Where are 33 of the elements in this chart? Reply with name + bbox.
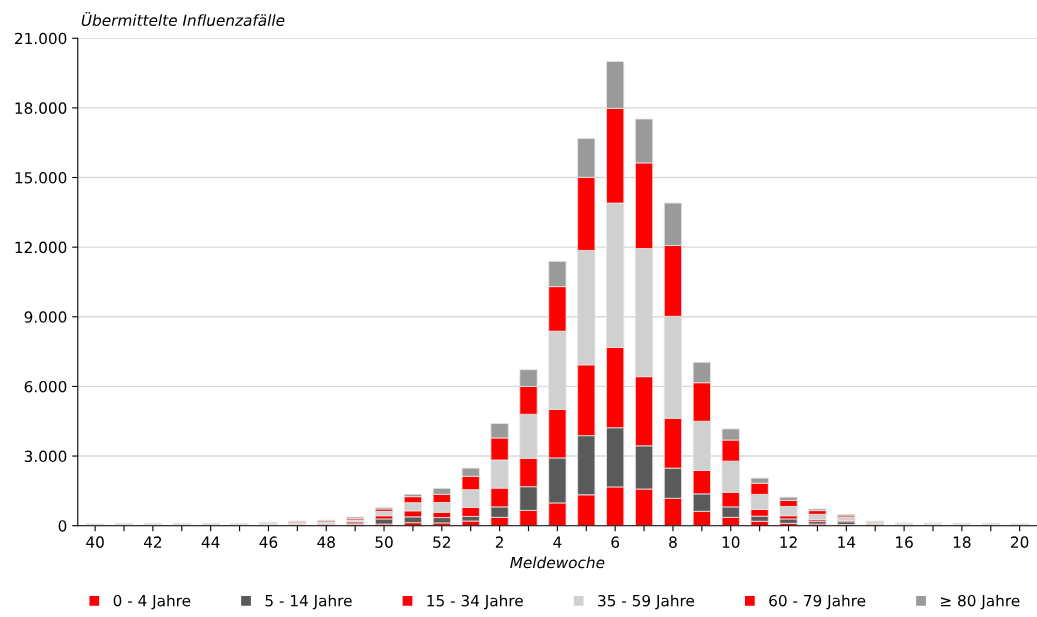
x-tick-label: 8 [669, 536, 677, 548]
y-tick-label: 15.000 [15, 171, 67, 184]
legend-label: 60 - 79 Jahre [769, 594, 866, 610]
x-axis-title: Meldewoche [510, 556, 605, 569]
x-tick-label: 52 [433, 536, 451, 548]
x-tick-label: 16 [896, 536, 913, 548]
y-tick-label: 18.000 [15, 102, 67, 114]
x-tick-label: 46 [259, 536, 278, 548]
legend-label: 15 - 34 Jahre [427, 594, 523, 610]
x-tick-label: 6 [611, 536, 620, 548]
x-tick-label: 2 [495, 536, 503, 548]
x-tick-label: 40 [86, 536, 104, 548]
x-tick-label: 42 [143, 536, 162, 548]
x-tick-label: 14 [838, 536, 856, 548]
x-tick-label: 18 [953, 536, 971, 548]
x-tick-label: 20 [1011, 536, 1029, 548]
y-tick-label: 21.000 [15, 32, 67, 45]
x-tick-label: 12 [780, 536, 797, 548]
y-tick-label: 0 [58, 520, 67, 532]
y-axis-title: Übermittelte Influenzafälle [81, 11, 285, 27]
y-tick-label: 12.000 [15, 241, 67, 254]
legend-label: 0 - 4 Jahre [113, 594, 191, 610]
y-tick-label: 9.000 [24, 311, 67, 323]
legend-label: 35 - 59 Jahre [598, 594, 695, 610]
legend-label: ≥ 80 Jahre [940, 594, 1020, 610]
x-tick-label: 4 [553, 536, 562, 548]
x-tick-label: 48 [317, 536, 335, 548]
x-tick-label: 10 [722, 536, 740, 548]
x-tick-label: 50 [375, 536, 393, 548]
x-tick-label: 44 [201, 536, 220, 548]
y-tick-label: 6.000 [24, 380, 67, 393]
legend-label: 5 - 14 Jahre [265, 594, 352, 610]
y-tick-label: 3.000 [24, 450, 67, 463]
